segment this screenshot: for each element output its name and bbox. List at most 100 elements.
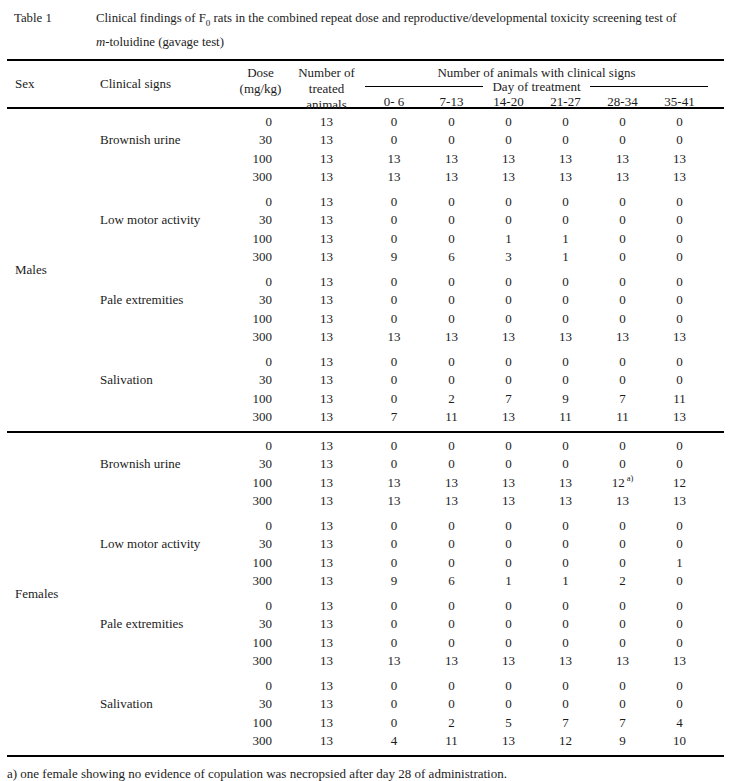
day-value-cell: 0 xyxy=(480,437,537,456)
table-row: 10013025774 xyxy=(233,714,724,733)
clinical-sign-column: Brownish urine xyxy=(100,113,233,187)
day-value-cell: 0 xyxy=(651,310,708,329)
day-value-cell: 13 xyxy=(365,652,423,671)
day-value-cell: 0 xyxy=(537,615,594,634)
clinical-sign-group: Salivation013000000301300000010013027971… xyxy=(100,353,724,427)
col-header-day-range: 35-41 xyxy=(651,94,708,109)
dose-cell: 0 xyxy=(233,437,288,456)
day-value-cell: 0 xyxy=(480,131,537,150)
table-row: 10013000000 xyxy=(233,634,724,653)
day-value-cell: 0 xyxy=(594,291,651,310)
day-value-cell: 0 xyxy=(651,248,708,267)
dose-cell: 30 xyxy=(233,291,288,310)
day-value-cell: 0 xyxy=(365,113,423,132)
table-row: 013000000 xyxy=(233,353,724,372)
day-value-cell: 0 xyxy=(537,677,594,696)
day-value-cell: 0 xyxy=(651,131,708,150)
day-value-cell: 0 xyxy=(423,310,480,329)
dose-cell: 300 xyxy=(233,652,288,671)
sign-groups: Brownish urine01300000030130000001001313… xyxy=(100,437,724,751)
clinical-sign-group: Salivation013000000301300000010013025774… xyxy=(100,677,724,751)
table-caption: Table 1 Clinical findings of F0 rats in … xyxy=(0,0,731,52)
table-row: 3013000000 xyxy=(233,131,724,150)
day-value-cell: 13 xyxy=(423,492,480,511)
table-body: MalesBrownish urine013000000301300000010… xyxy=(7,109,724,755)
day-value-cell: 0 xyxy=(365,371,423,390)
col-header-day-range: 28-34 xyxy=(594,94,651,109)
dose-cell: 0 xyxy=(233,273,288,292)
day-value-cell: 0 xyxy=(594,517,651,536)
treated-count-cell: 13 xyxy=(288,248,365,267)
day-value-cell: 7 xyxy=(594,714,651,733)
clinical-sign-group: Pale extremities013000000301300000010013… xyxy=(100,597,724,671)
dose-cell: 300 xyxy=(233,732,288,751)
day-value-cell: 13 xyxy=(480,474,537,493)
clinical-sign-group: Low motor activity0130000003013000000100… xyxy=(100,517,724,591)
clinical-sign-label: Brownish urine xyxy=(100,456,181,471)
table-row: 30013961120 xyxy=(233,572,724,591)
table-row: 3013000000 xyxy=(233,291,724,310)
day-value-cell: 0 xyxy=(651,572,708,591)
day-value-cell: 0 xyxy=(365,714,423,733)
clinical-sign-column: Salivation xyxy=(100,353,233,427)
table-row: 100131313131312a)12 xyxy=(233,474,724,493)
day-value-cell: 0 xyxy=(423,535,480,554)
dose-cell: 300 xyxy=(233,248,288,267)
day-value-cell: 0 xyxy=(537,193,594,212)
day-value-cell: 0 xyxy=(423,437,480,456)
col-header-days-group: Number of animals with clinical signs Da… xyxy=(365,61,724,107)
dose-rows: 0130000003013000000100131313131312a)1230… xyxy=(233,437,724,511)
day-value-cell: 13 xyxy=(423,328,480,347)
day-value-cell: 0 xyxy=(365,597,423,616)
dose-rows: 0130000003013000000100130000013001396112… xyxy=(233,517,724,591)
dose-rows: 0130000003013000000100130000003001313131… xyxy=(233,273,724,347)
day-value-cell: 0 xyxy=(480,634,537,653)
clinical-sign-label: Pale extremities xyxy=(100,616,183,631)
dose-cell: 100 xyxy=(233,554,288,573)
table-row: 013000000 xyxy=(233,193,724,212)
day-value-cell: 0 xyxy=(423,455,480,474)
dose-cell: 100 xyxy=(233,634,288,653)
day-value-cell: 13 xyxy=(651,328,708,347)
table-row: 30013131313131313 xyxy=(233,652,724,671)
col-header-treated-animals: Number of treated animals xyxy=(288,61,365,107)
clinical-sign-column: Pale extremities xyxy=(100,273,233,347)
day-value-cell: 0 xyxy=(480,353,537,372)
treated-count-cell: 13 xyxy=(288,273,365,292)
day-value-cell: 0 xyxy=(651,437,708,456)
day-value-cell: 0 xyxy=(537,535,594,554)
day-value-cell: 13 xyxy=(365,328,423,347)
day-value-cell: 13 xyxy=(365,168,423,187)
day-value-cell: 0 xyxy=(594,248,651,267)
day-value-cell: 0 xyxy=(537,437,594,456)
table-row: 013000000 xyxy=(233,677,724,696)
day-value-cell: 0 xyxy=(423,371,480,390)
day-value-cell: 0 xyxy=(594,634,651,653)
day-value-cell: 0 xyxy=(537,310,594,329)
day-value-cell: 0 xyxy=(651,371,708,390)
day-value-cell: 0 xyxy=(594,597,651,616)
day-value-cell: 0 xyxy=(480,615,537,634)
day-value-cell: 0 xyxy=(480,371,537,390)
treated-count-cell: 13 xyxy=(288,597,365,616)
day-value-cell: 13 xyxy=(423,168,480,187)
day-value-cell: 4 xyxy=(365,732,423,751)
table-row: 3013000000 xyxy=(233,535,724,554)
day-value-cell: 0 xyxy=(537,131,594,150)
day-value-cell: 13 xyxy=(480,328,537,347)
col-header-day-range: 7-13 xyxy=(423,94,480,109)
treated-count-cell: 13 xyxy=(288,695,365,714)
day-value-cell: 2 xyxy=(423,714,480,733)
dose-cell: 100 xyxy=(233,150,288,169)
signs-group-header: Number of animals with clinical signs xyxy=(365,65,708,80)
table-row: 10013131313131313 xyxy=(233,150,724,169)
clinical-sign-column: Pale extremities xyxy=(100,597,233,671)
day-value-cell: 13 xyxy=(480,732,537,751)
day-value-cell: 0 xyxy=(365,535,423,554)
day-value-cell: 0 xyxy=(480,695,537,714)
day-value-cell: 1 xyxy=(537,248,594,267)
footnote-marker: a) xyxy=(627,473,634,483)
day-value-cell: 0 xyxy=(480,517,537,536)
day-value-cell: 0 xyxy=(365,353,423,372)
table-row: 10013000001 xyxy=(233,554,724,573)
